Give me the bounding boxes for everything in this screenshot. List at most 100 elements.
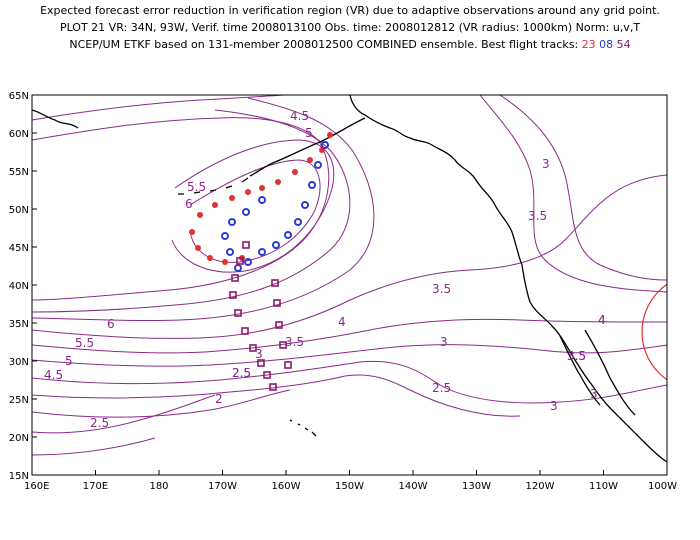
contour-label: 2	[215, 392, 223, 406]
track-54-point	[234, 309, 242, 317]
track-23-point	[189, 229, 195, 235]
track-08-point	[228, 218, 236, 226]
lon-tick-label: 170E	[83, 481, 108, 492]
contour-line	[32, 97, 375, 322]
track-23-point	[207, 255, 213, 261]
lat-tick-label: 45N	[9, 243, 29, 254]
track-08-point	[314, 161, 322, 169]
lat-tick-label: 55N	[9, 167, 29, 178]
lon-tick-label: 110W	[589, 481, 618, 492]
contour-label: 3.5	[567, 349, 586, 363]
lon-tick-label: 160E	[24, 481, 49, 492]
title-line-1: Expected forecast error reduction in ver…	[40, 4, 660, 17]
track-23-point	[245, 189, 251, 195]
lon-tick-label: 130W	[462, 481, 491, 492]
lat-tick-label: 25N	[9, 395, 29, 406]
contour-label: 6	[185, 197, 193, 211]
contour-label: 5.5	[187, 180, 206, 194]
coast-north-america	[349, 95, 667, 463]
lat-tick-label: 15N	[9, 471, 29, 482]
track-54-point	[242, 241, 250, 249]
lon-tick-label: 150W	[335, 481, 364, 492]
contour-label: 3	[255, 347, 263, 361]
track-23-point	[212, 202, 218, 208]
track-54-point	[273, 299, 281, 307]
contour-line	[32, 318, 667, 354]
lat-tick-label: 60N	[9, 129, 29, 140]
track-08-point	[258, 196, 266, 204]
contour-label: 4	[338, 315, 346, 329]
track-54-point	[271, 279, 279, 287]
track-08-point	[242, 208, 250, 216]
contour-line	[32, 374, 521, 417]
track-54-point	[269, 383, 277, 391]
track-08-point	[221, 232, 229, 240]
contour-label: 3	[542, 157, 550, 171]
contour-line	[171, 139, 335, 273]
lon-tick-label: 160W	[272, 481, 301, 492]
track-23-point	[275, 179, 281, 185]
track-54-point	[275, 321, 283, 329]
coast-siberia	[32, 109, 79, 129]
lon-tick-label: 120W	[526, 481, 555, 492]
contour-line	[32, 174, 667, 339]
track-23-label: 23	[581, 38, 596, 51]
contour-label: 6	[107, 317, 115, 331]
track-08-point	[284, 231, 292, 239]
track-23-point	[222, 259, 228, 265]
track-23-point	[195, 245, 201, 251]
contour-line	[32, 344, 667, 367]
track-08-point	[308, 181, 316, 189]
contour-line	[32, 360, 667, 404]
track-08-point	[301, 201, 309, 209]
lon-tick-label: 170W	[208, 481, 237, 492]
contour-label: 4.5	[44, 368, 63, 382]
contour-label: 3.5	[567, 349, 586, 363]
lat-tick-label: 50N	[9, 205, 29, 216]
track-54-point	[231, 274, 239, 282]
track-08-point	[272, 241, 280, 249]
track-23-point	[259, 185, 265, 191]
track-54-point	[229, 291, 237, 299]
coast-baja	[559, 335, 601, 406]
contour-line	[32, 109, 351, 313]
track-08-point	[244, 258, 252, 266]
contour-label: 2.5	[432, 381, 451, 395]
track-08-label: 08	[599, 38, 614, 51]
contour-labels: 4.5 5 5.5 6 6 5.5 5 4.5 4 3.5 3 3 3.5 4 …	[44, 109, 606, 430]
track-54-point	[257, 359, 265, 367]
track-08-point	[234, 264, 242, 272]
contour-label: 3.5	[528, 209, 547, 223]
lon-tick-label: 100W	[648, 481, 677, 492]
lon-tick-label: 180	[149, 481, 168, 492]
track-08-point	[258, 248, 266, 256]
contour-label: 4.5	[290, 109, 309, 123]
lat-tick-label: 20N	[9, 433, 29, 444]
track-54-point	[249, 344, 257, 352]
contour-line	[32, 117, 330, 301]
contour-line	[499, 95, 667, 281]
contour-label: 2.5	[232, 366, 251, 380]
title-line-2: PLOT 21 VR: 34N, 93W, Verif. time 200801…	[59, 21, 641, 34]
track-08-point	[294, 218, 302, 226]
track-54-point	[279, 341, 287, 349]
track-54-point	[263, 371, 271, 379]
contour-line	[32, 437, 156, 456]
contour-label: 3.5	[285, 335, 304, 349]
contour-line	[479, 95, 667, 293]
contour-label: 4	[598, 313, 606, 327]
contour-label: 3.5	[432, 282, 451, 296]
verification-region-circle	[641, 283, 667, 381]
title-line-3: NCEP/UM ETKF based on 131-member 2008012…	[0, 38, 700, 51]
contour-line	[32, 95, 286, 121]
title-line-3-prefix: NCEP/UM ETKF based on 131-member 2008012…	[69, 38, 579, 51]
lat-tick-label: 35N	[9, 319, 29, 330]
track-23-point	[197, 212, 203, 218]
lat-tick-label: 40N	[9, 281, 29, 292]
lon-tick-label: 140W	[399, 481, 428, 492]
track-54-point	[284, 361, 292, 369]
contour-label: 5.5	[75, 336, 94, 350]
flight-track-54	[229, 241, 292, 391]
coast-aleutians	[178, 177, 249, 195]
